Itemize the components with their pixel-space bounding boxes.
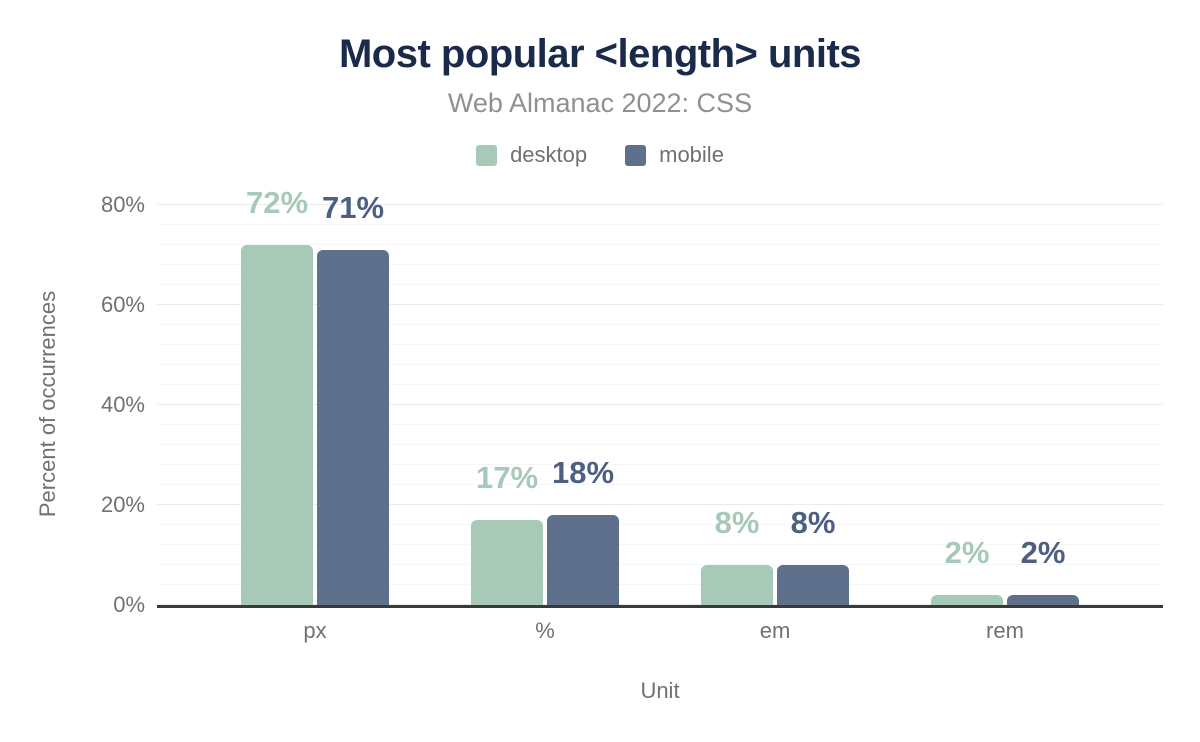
legend-item-desktop: desktop <box>476 142 587 168</box>
x-axis-ticks: px% em rem <box>157 618 1163 644</box>
value-label-mobile-rem: 2% <box>1020 534 1066 570</box>
bar-wrap-mobile-em: 8% <box>777 505 849 605</box>
legend-label-desktop: desktop <box>510 142 588 167</box>
bar-wrap-mobile-px: 71% <box>317 190 389 605</box>
value-label-mobile-%: 18% <box>551 454 615 490</box>
legend: desktop mobile <box>0 142 1200 168</box>
legend-label-mobile: mobile <box>659 142 724 167</box>
x-axis-line <box>157 605 1163 608</box>
bar-groups: 72% 71% 17% 18% 8% 8% 2% 2% <box>157 185 1163 605</box>
x-axis-title: Unit <box>640 678 680 703</box>
bar-desktop-px[interactable] <box>241 245 313 605</box>
value-label-mobile-px: 71% <box>321 189 385 225</box>
y-tick-20%: 20% <box>100 492 145 517</box>
value-label-desktop-px: 72% <box>245 184 309 220</box>
legend-item-mobile: mobile <box>625 142 724 168</box>
value-label-desktop-em: 8% <box>714 504 760 540</box>
x-tick-rem: rem <box>986 618 1024 643</box>
value-label-desktop-rem: 2% <box>944 534 990 570</box>
bar-group-em: 8% 8% <box>660 204 890 605</box>
bar-group-rem: 2% 2% <box>890 204 1120 605</box>
legend-swatch-mobile <box>625 144 647 166</box>
y-tick-80%: 80% <box>100 192 145 217</box>
value-label-mobile-em: 8% <box>790 504 836 540</box>
bar-wrap-mobile-rem: 2% <box>1007 535 1079 605</box>
bar-mobile-%[interactable] <box>547 515 619 605</box>
x-tick-px: px <box>303 618 327 643</box>
bar-wrap-desktop-rem: 2% <box>931 535 1003 605</box>
chart-subtitle: Web Almanac 2022: CSS <box>447 88 753 118</box>
bar-mobile-em[interactable] <box>777 565 849 605</box>
bar-group-%: 17% 18% <box>430 204 660 605</box>
bar-desktop-%[interactable] <box>471 520 543 605</box>
bar-mobile-rem[interactable] <box>1007 595 1079 605</box>
chart-title: Most popular <length> units <box>338 32 862 76</box>
plot-area: 72% 71% 17% 18% 8% 8% 2% 2% <box>157 185 1163 608</box>
x-tick-%: % <box>535 618 555 643</box>
y-tick-60%: 60% <box>100 292 145 317</box>
bar-group-px: 72% 71% <box>200 185 430 605</box>
x-tick-em: em <box>759 618 791 643</box>
bar-wrap-desktop-px: 72% <box>241 185 313 605</box>
value-label-desktop-%: 17% <box>475 459 539 495</box>
bar-wrap-mobile-%: 18% <box>547 455 619 605</box>
bar-desktop-em[interactable] <box>701 565 773 605</box>
bar-wrap-desktop-%: 17% <box>471 460 543 605</box>
y-tick-40%: 40% <box>100 392 145 417</box>
bar-desktop-rem[interactable] <box>931 595 1003 605</box>
legend-swatch-desktop <box>476 144 498 166</box>
bar-wrap-desktop-em: 8% <box>701 505 773 605</box>
bar-mobile-px[interactable] <box>317 250 389 605</box>
y-tick-0%: 0% <box>113 592 145 617</box>
